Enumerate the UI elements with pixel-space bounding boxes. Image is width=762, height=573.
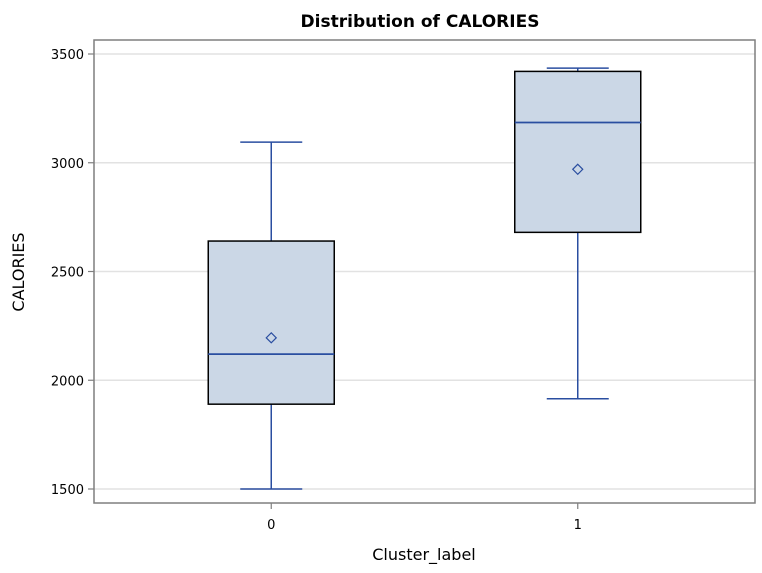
y-tick-label-2500: 2500 <box>51 266 84 281</box>
iqr-box <box>514 70 642 234</box>
chart-title: Distribution of CALORIES <box>301 12 540 32</box>
box-group-0 <box>207 141 335 490</box>
gridlines <box>94 53 755 490</box>
y-tick-label-1500: 1500 <box>51 483 84 498</box>
y-tick-label-3000: 3000 <box>51 157 84 172</box>
box-group-1 <box>514 67 642 400</box>
x-tick-label-0: 0 <box>267 518 275 533</box>
mean-marker <box>571 163 584 176</box>
mean-marker <box>265 331 278 344</box>
y-tick-label-2000: 2000 <box>51 374 84 389</box>
axes: 1500 2000 2500 3000 3500 0 1 <box>51 48 582 533</box>
x-tick-label-1: 1 <box>574 518 582 533</box>
iqr-box <box>207 240 335 405</box>
y-tick-label-3500: 3500 <box>51 48 84 63</box>
x-axis-label: Cluster_label <box>372 545 475 565</box>
y-axis-label: CALORIES <box>9 232 28 311</box>
boxes <box>207 67 642 490</box>
